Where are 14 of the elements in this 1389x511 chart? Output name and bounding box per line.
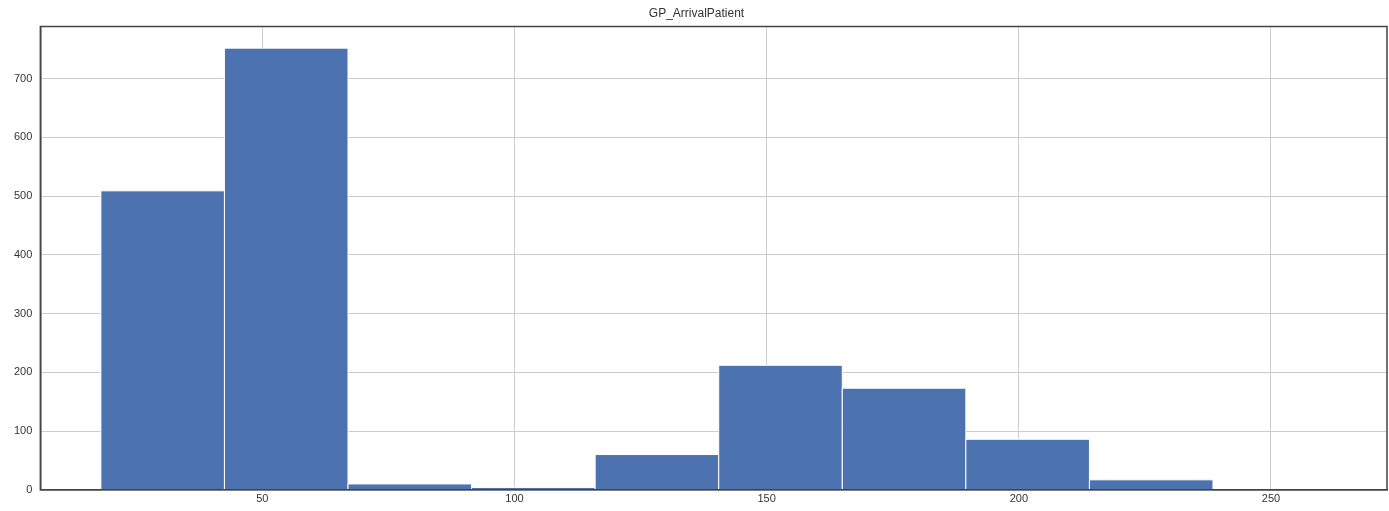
y-tick-label: 600 <box>13 130 33 143</box>
y-tick-label: 0 <box>26 482 33 495</box>
y-tick-label: 500 <box>13 189 33 202</box>
x-tick-label: 100 <box>505 492 524 505</box>
x-tick-label: 200 <box>1009 492 1028 505</box>
y-tick-label: 400 <box>13 247 33 260</box>
y-tick-label: 300 <box>13 306 33 319</box>
chart-title: GP_ArrivalPatient <box>648 5 745 20</box>
x-tick-label: 250 <box>1261 492 1281 505</box>
x-tick-label: 150 <box>757 492 776 505</box>
x-tick-label: 50 <box>256 492 269 505</box>
y-tick-label: 200 <box>13 365 33 378</box>
y-tick-label: 100 <box>13 424 33 437</box>
y-tick-label: 700 <box>13 71 33 84</box>
